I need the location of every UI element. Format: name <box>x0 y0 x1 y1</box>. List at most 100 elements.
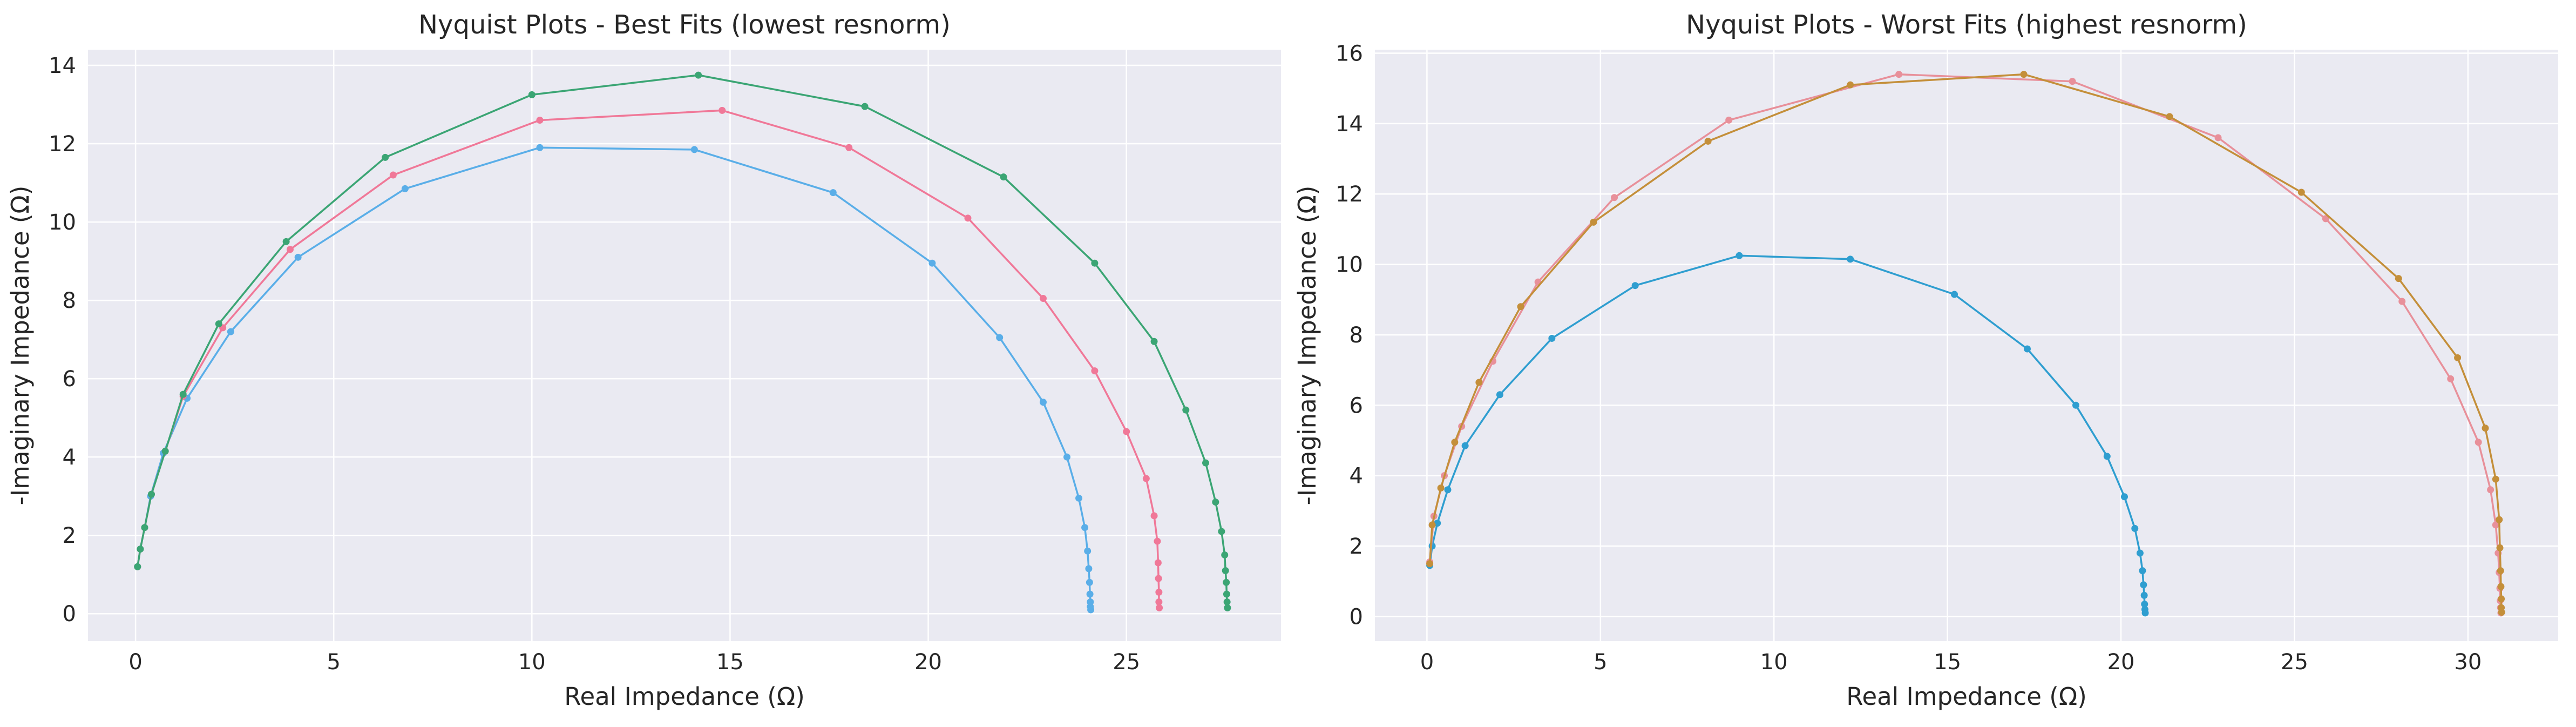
series-1-point <box>2141 601 2148 608</box>
series-3-point <box>215 320 222 328</box>
y-tick-label: 0 <box>63 602 76 627</box>
series-2-point <box>2398 298 2406 305</box>
best-fits-title: Nyquist Plots - Best Fits (lowest resnor… <box>418 10 951 40</box>
y-tick-label: 10 <box>1336 253 1363 278</box>
series-3-point <box>695 71 702 79</box>
best-fits-grid <box>88 50 1281 641</box>
series-1-point <box>2120 493 2128 501</box>
series-1-point <box>2131 524 2139 532</box>
y-tick-label: 8 <box>63 288 76 313</box>
series-2-point <box>1611 194 1618 201</box>
series-2-point <box>964 214 972 222</box>
series-2-point <box>718 106 726 114</box>
series-2-point <box>536 117 544 124</box>
y-tick-label: 6 <box>63 367 76 392</box>
series-3-point <box>2497 567 2504 575</box>
series-1-point <box>1444 486 1452 494</box>
x-tick-label: 20 <box>2107 650 2135 675</box>
series-1-point <box>2140 591 2148 599</box>
y-tick-label: 2 <box>1350 534 1363 559</box>
series-2-point <box>1156 604 1163 611</box>
worst-fits-tick-labels: 0 5 10 15 20 25 30 0 2 4 6 8 10 12 14 16 <box>1336 42 2482 675</box>
series-1-point <box>1631 282 1639 290</box>
series-1-point <box>536 144 544 151</box>
series-3-point <box>2166 113 2173 120</box>
y-tick-label: 16 <box>1336 42 1363 66</box>
y-tick-label: 12 <box>49 132 76 157</box>
series-1-point <box>2136 549 2144 557</box>
series-3-point <box>141 524 148 531</box>
series-3-point <box>137 546 144 553</box>
series-2-point <box>2447 375 2455 382</box>
y-tick-label: 8 <box>1350 323 1363 348</box>
x-tick-label: 20 <box>914 650 942 675</box>
x-tick-label: 0 <box>1420 650 1434 675</box>
series-3-point <box>1224 604 1231 611</box>
worst-fits-series <box>1426 71 2505 617</box>
series-3-point <box>1428 521 1436 529</box>
series-2-point <box>2475 439 2482 446</box>
series-3-point <box>2498 595 2505 603</box>
series-3-point <box>179 391 187 398</box>
series-3-point <box>2496 516 2503 523</box>
series-1-point <box>1063 453 1071 461</box>
series-1-point <box>1951 291 1958 298</box>
series-2-point <box>1154 559 1162 567</box>
series-3-point <box>1182 406 1190 414</box>
x-tick-label: 15 <box>1934 650 1961 675</box>
series-3-point <box>1451 439 1459 446</box>
worst-fits-panel: 0 5 10 15 20 25 30 0 2 4 6 8 10 12 14 16 Nyquist Plots … <box>1293 10 2558 711</box>
series-1-point <box>294 253 302 261</box>
series-3-point <box>1437 484 1445 492</box>
series-3-point <box>382 153 389 161</box>
series-1-point <box>1087 606 1095 614</box>
x-tick-label: 10 <box>518 650 546 675</box>
series-1-point <box>401 185 409 192</box>
series-1-point <box>2072 401 2079 409</box>
series-1-point <box>2141 609 2149 617</box>
series-3-point <box>282 238 290 245</box>
best-fits-panel: 0 5 10 15 20 25 0 2 4 6 8 10 12 14 Nyquist Plots - Be… <box>6 10 1281 711</box>
series-3-point <box>1091 259 1099 267</box>
series-2-point <box>1155 598 1163 605</box>
series-3-point <box>2454 354 2462 361</box>
series-2-point <box>2487 486 2494 494</box>
series-3-point <box>2497 583 2505 590</box>
best-fits-series <box>134 71 1231 614</box>
series-3-point <box>134 563 141 570</box>
series-2-point <box>1123 428 1130 435</box>
series-1-point <box>996 334 1004 341</box>
x-tick-label: 25 <box>1113 650 1140 675</box>
series-1-point <box>690 146 698 153</box>
series-3-point <box>2482 425 2489 432</box>
y-tick-label: 6 <box>1350 393 1363 418</box>
series-2-point <box>845 144 853 151</box>
series-1-point <box>1496 391 1503 399</box>
series-3-point <box>1590 218 1597 226</box>
series-3-point <box>1222 567 1229 574</box>
series-3-point <box>1704 137 1712 145</box>
series-2-point <box>286 246 294 253</box>
series-2-point <box>1155 575 1162 582</box>
series-2-point <box>1725 116 1733 124</box>
y-tick-label: 14 <box>49 53 76 78</box>
series-3-point <box>1517 303 1524 311</box>
x-tick-label: 0 <box>128 650 142 675</box>
series-2-point <box>2069 78 2076 85</box>
series-1-point <box>2103 453 2111 460</box>
series-2-point <box>389 171 397 179</box>
series-1-point <box>1081 524 1089 531</box>
series-3-point <box>1218 528 1225 535</box>
series-1-point <box>1075 494 1083 502</box>
series-3-point <box>2395 275 2402 282</box>
series-1-point <box>1039 399 1047 406</box>
x-tick-label: 5 <box>1594 650 1607 675</box>
worst-fits-plot-area <box>1375 50 2558 641</box>
series-3-point <box>1000 173 1007 181</box>
series-1-point <box>227 328 234 335</box>
series-3-point <box>1223 590 1230 598</box>
worst-fits-x-axis-label: Real Impedance (Ω) <box>1846 682 2087 711</box>
x-tick-label: 30 <box>2454 650 2482 675</box>
y-tick-label: 2 <box>63 523 76 548</box>
